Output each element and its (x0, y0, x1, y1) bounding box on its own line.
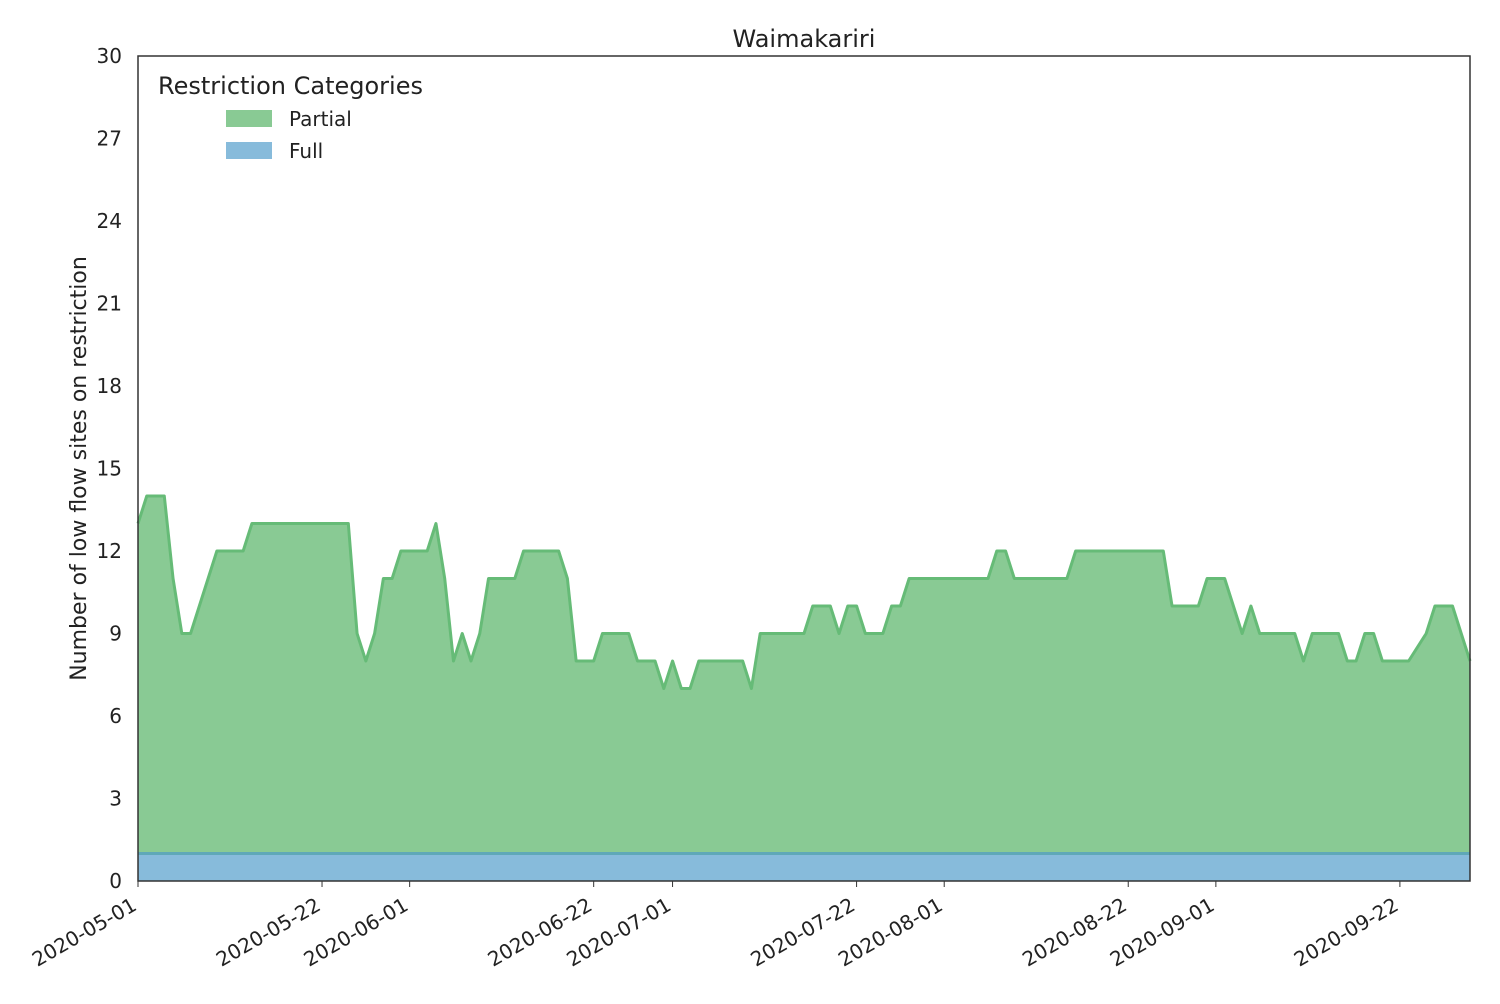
legend-swatch-partial (226, 110, 272, 127)
legend: Restriction Categories Partial Full (158, 72, 423, 163)
y-tick-label: 27 (97, 127, 122, 151)
chart-title: Waimakariri (733, 25, 876, 53)
y-tick-label: 24 (97, 209, 122, 233)
x-tick-label: 2020-09-22 (1290, 893, 1403, 972)
y-tick-label: 3 (109, 787, 122, 811)
y-tick-label: 18 (97, 374, 122, 398)
y-tick-label: 21 (97, 292, 122, 316)
legend-swatch-full (226, 142, 272, 159)
y-tick-label: 12 (97, 539, 122, 563)
legend-label-partial: Partial (289, 107, 352, 131)
y-tick-label: 6 (109, 704, 122, 728)
y-axis-label: Number of low flow sites on restriction (67, 256, 92, 681)
legend-label-full: Full (289, 139, 323, 163)
y-tick-label: 15 (97, 457, 122, 481)
plot-frame (137, 55, 1471, 882)
series-partial-area (138, 496, 1470, 854)
plot-area (136, 494, 1472, 881)
legend-title: Restriction Categories (158, 72, 423, 100)
series-full-area (138, 853, 1470, 881)
y-tick-label: 0 (109, 869, 122, 893)
y-tick-label: 30 (97, 44, 122, 68)
series-partial-line (136, 494, 1472, 690)
y-tick-label: 9 (109, 622, 122, 646)
x-tick-label: 2020-05-01 (28, 893, 141, 972)
y-axis-ticks: 0 3 6 9 12 15 18 21 24 27 30 (97, 44, 122, 893)
